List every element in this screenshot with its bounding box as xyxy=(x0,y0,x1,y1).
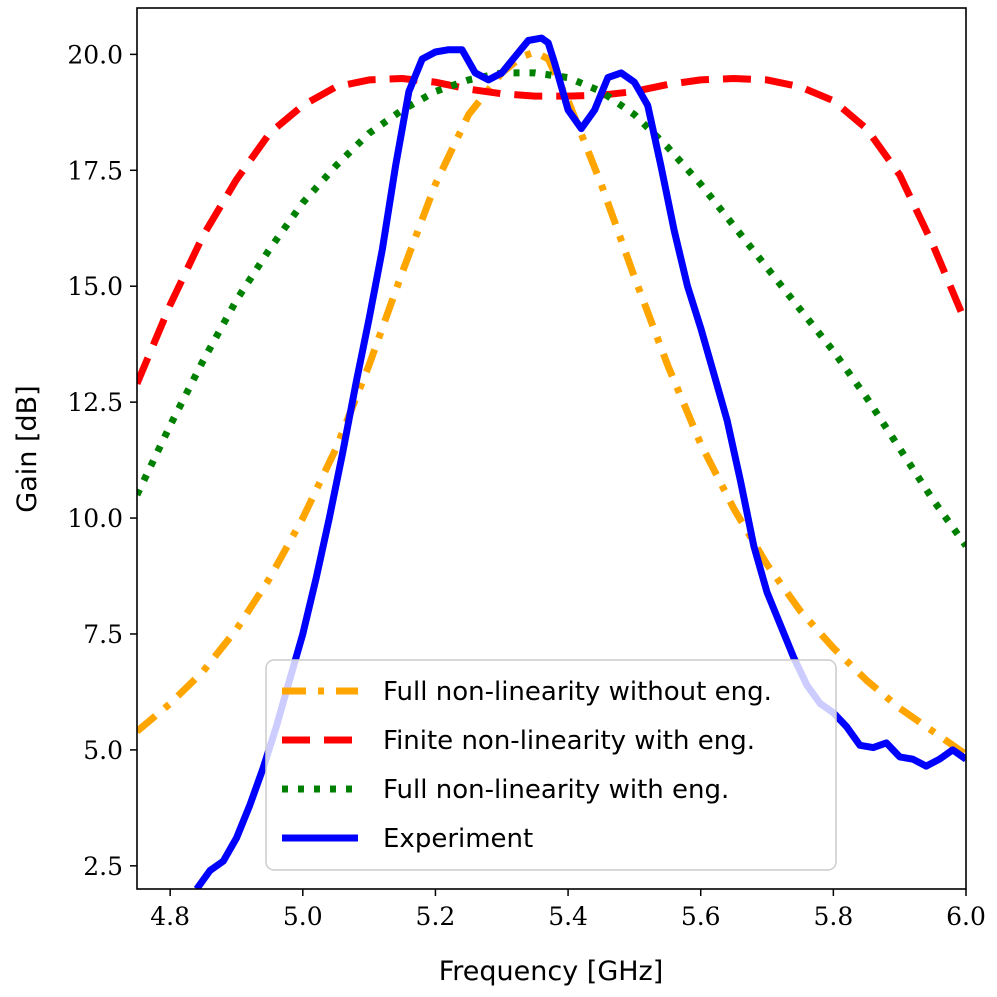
x-tick-label: 5.4 xyxy=(548,902,588,931)
plot-frame xyxy=(136,7,967,890)
ticks-layer: 4.8 5.0 5.2 5.4 5.6 5.8 6.0 2.5 5.0 7.5 10.0 12.5 15… xyxy=(67,40,986,931)
series-line-2 xyxy=(137,69,966,548)
y-tick-label: 5.0 xyxy=(83,736,123,765)
y-axis-label: Gain [dB] xyxy=(12,385,43,512)
x-tick-label: 5.6 xyxy=(681,902,721,931)
x-tick-label: 4.8 xyxy=(150,902,190,931)
y-tick-label: 20.0 xyxy=(67,40,123,69)
y-tick-label: 7.5 xyxy=(83,620,123,649)
y-tick-label: 10.0 xyxy=(67,504,123,533)
y-tick-label: 12.5 xyxy=(67,388,123,417)
legend-label-1: Finite non-linearity with eng. xyxy=(383,726,755,756)
legend: Full non-linearity without eng. Finite no… xyxy=(265,659,837,871)
x-tick-label: 5.2 xyxy=(416,902,456,931)
series-line-0 xyxy=(137,48,966,758)
y-tick-label: 2.5 xyxy=(83,852,123,881)
series-line-1 xyxy=(137,75,966,385)
legend-label-3: Experiment xyxy=(383,824,533,854)
legend-label-2: Full non-linearity with eng. xyxy=(383,775,729,805)
y-tick-label: 17.5 xyxy=(67,156,123,185)
x-tick-label: 6.0 xyxy=(946,902,986,931)
x-tick-label: 5.0 xyxy=(283,902,323,931)
x-axis-label: Frequency [GHz] xyxy=(439,956,664,987)
y-tick-label: 15.0 xyxy=(67,272,123,301)
x-tick-label: 5.8 xyxy=(813,902,853,931)
legend-label-0: Full non-linearity without eng. xyxy=(383,677,772,707)
legend-frame xyxy=(265,659,837,871)
